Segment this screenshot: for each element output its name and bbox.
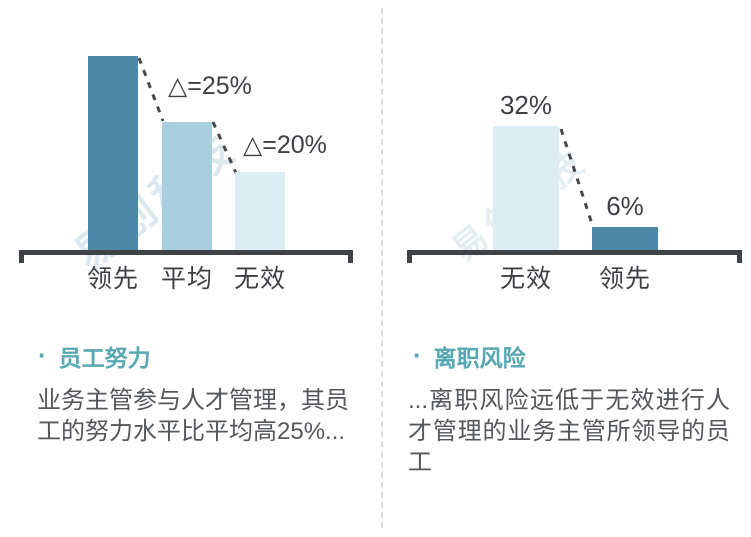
turnover-heading: · 离职风险 (413, 339, 526, 373)
delta-connector-lines (137, 57, 238, 174)
axis-end-cap (407, 250, 412, 263)
x-axis-label-leading: 领先 (598, 265, 651, 293)
x-axis-label-average: 平均 (160, 265, 213, 293)
effort-body-text: 业务主管参与人才管理，其员工的努力水平比平均高25%... (37, 387, 349, 445)
bar-ineffective (235, 172, 285, 250)
axis-end-cap (737, 250, 742, 263)
bar-ineffective (493, 126, 559, 250)
x-axis-baseline (19, 250, 353, 255)
delta-annotation: △=20% (243, 131, 327, 159)
effort-heading-text: 员工努力 (58, 345, 151, 371)
effort-heading: · 员工努力 (38, 339, 151, 373)
bullet-icon: · (38, 340, 47, 370)
x-axis-baseline (407, 250, 742, 255)
x-axis-label-ineffective: 无效 (233, 265, 286, 293)
effort-bar-chart: 领先 平均 无效 △=25% △=20% (0, 0, 375, 310)
effort-panel: 领先 平均 无效 △=25% △=20% · 员工努力 业务主管参与人才管理，其员工的努力… (0, 0, 375, 537)
data-label-leading: 6% (606, 191, 644, 221)
turnover-panel: 无效 32% 领先 6% · 离职风险 ...离职风险远低于无效进行人才管理的业务主管所… (375, 0, 751, 537)
bar-leading (592, 227, 658, 250)
axis-end-cap (19, 250, 24, 263)
turnover-heading-text: 离职风险 (433, 345, 526, 371)
turnover-bar-chart: 无效 32% 领先 6% (375, 0, 751, 310)
bullet-icon: · (413, 340, 422, 370)
bar-leading (88, 56, 138, 250)
turnover-body-text: ...离职风险远低于无效进行人才管理的业务主管所领导的员工 (408, 387, 730, 476)
bar-average (162, 122, 212, 250)
x-axis-label-leading: 领先 (86, 265, 139, 293)
x-axis-label-ineffective: 无效 (499, 265, 552, 293)
data-label-ineffective: 32% (499, 90, 553, 120)
axis-end-cap (348, 250, 353, 263)
delta-connector-lines (559, 128, 595, 228)
panel-divider (381, 8, 383, 528)
delta-annotation: △=25% (168, 72, 252, 100)
